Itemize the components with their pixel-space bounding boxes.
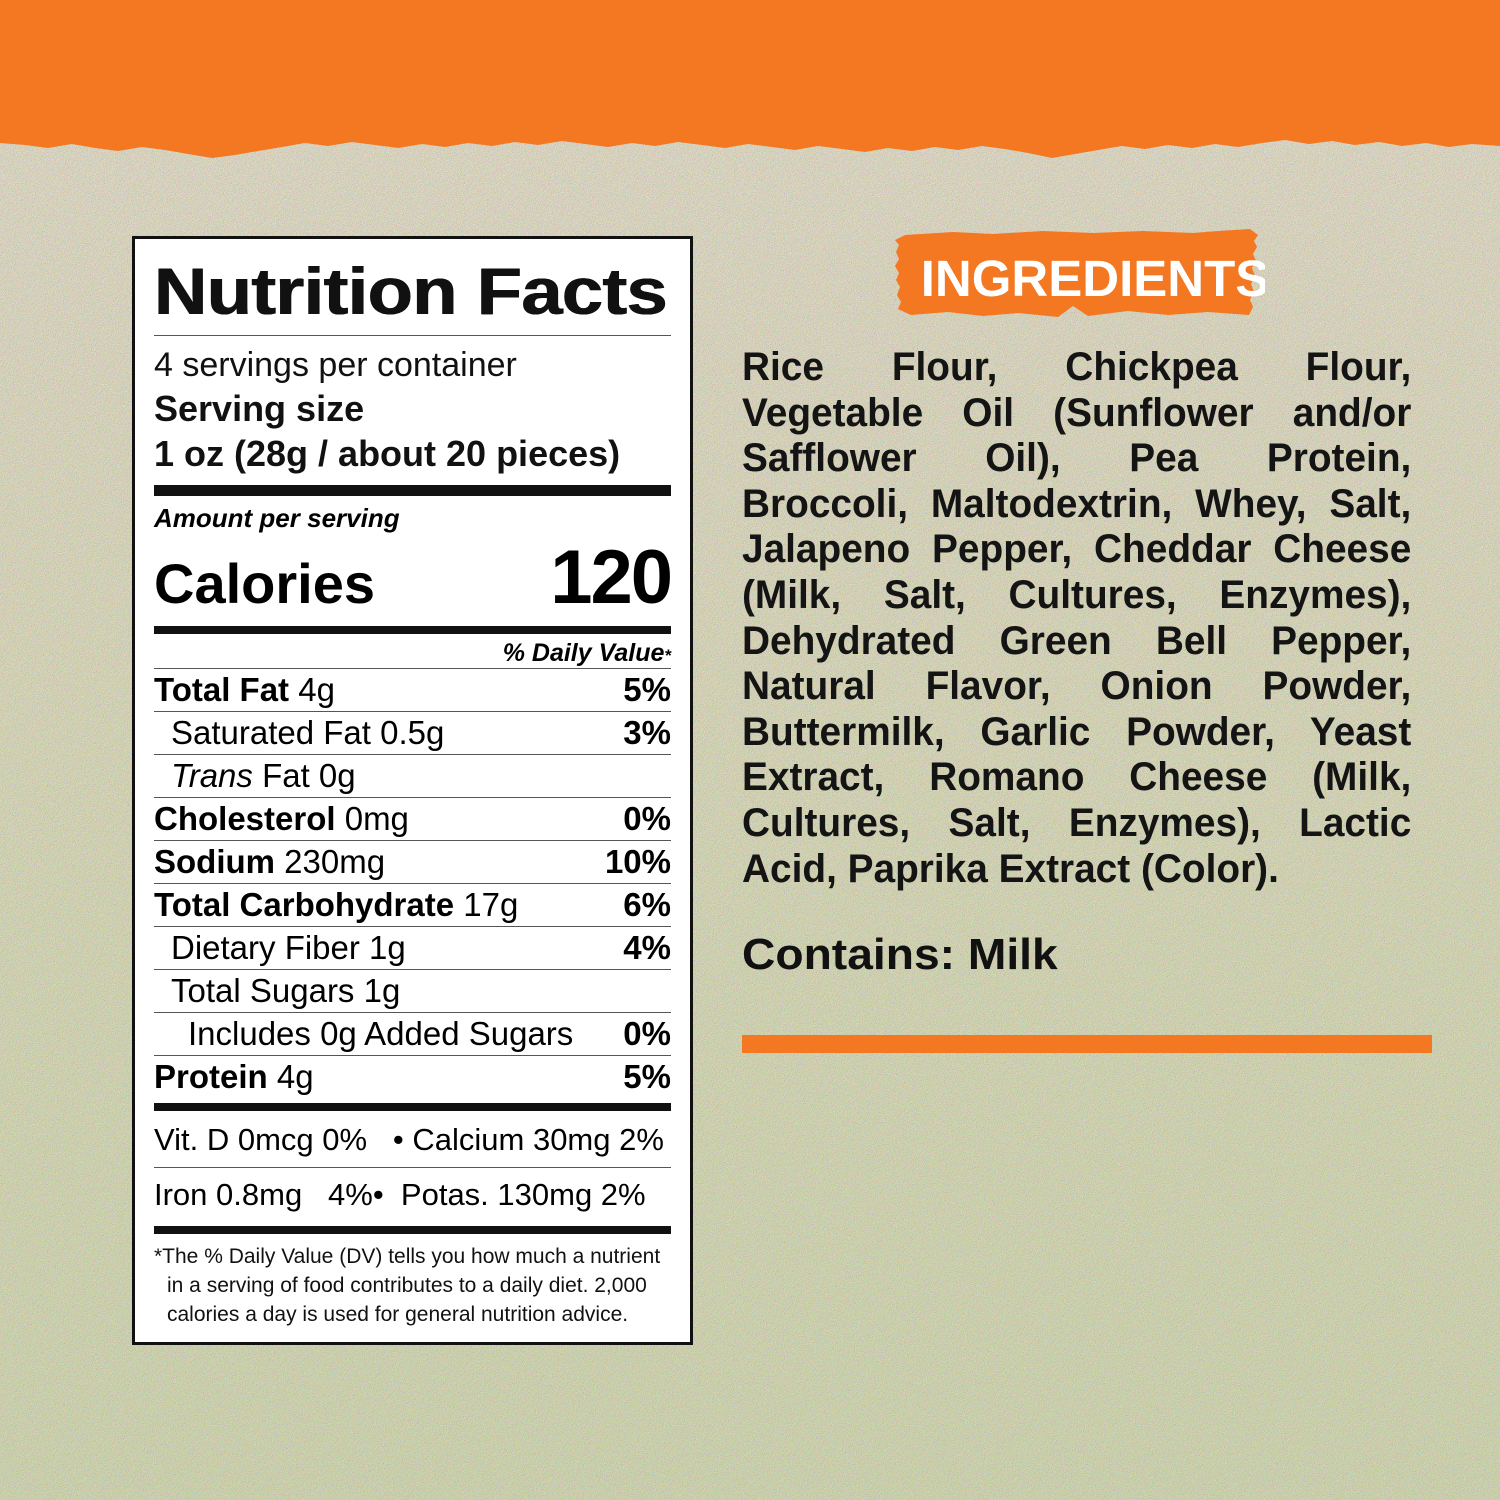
svg-text:INGREDIENTS: INGREDIENTS xyxy=(921,250,1265,307)
